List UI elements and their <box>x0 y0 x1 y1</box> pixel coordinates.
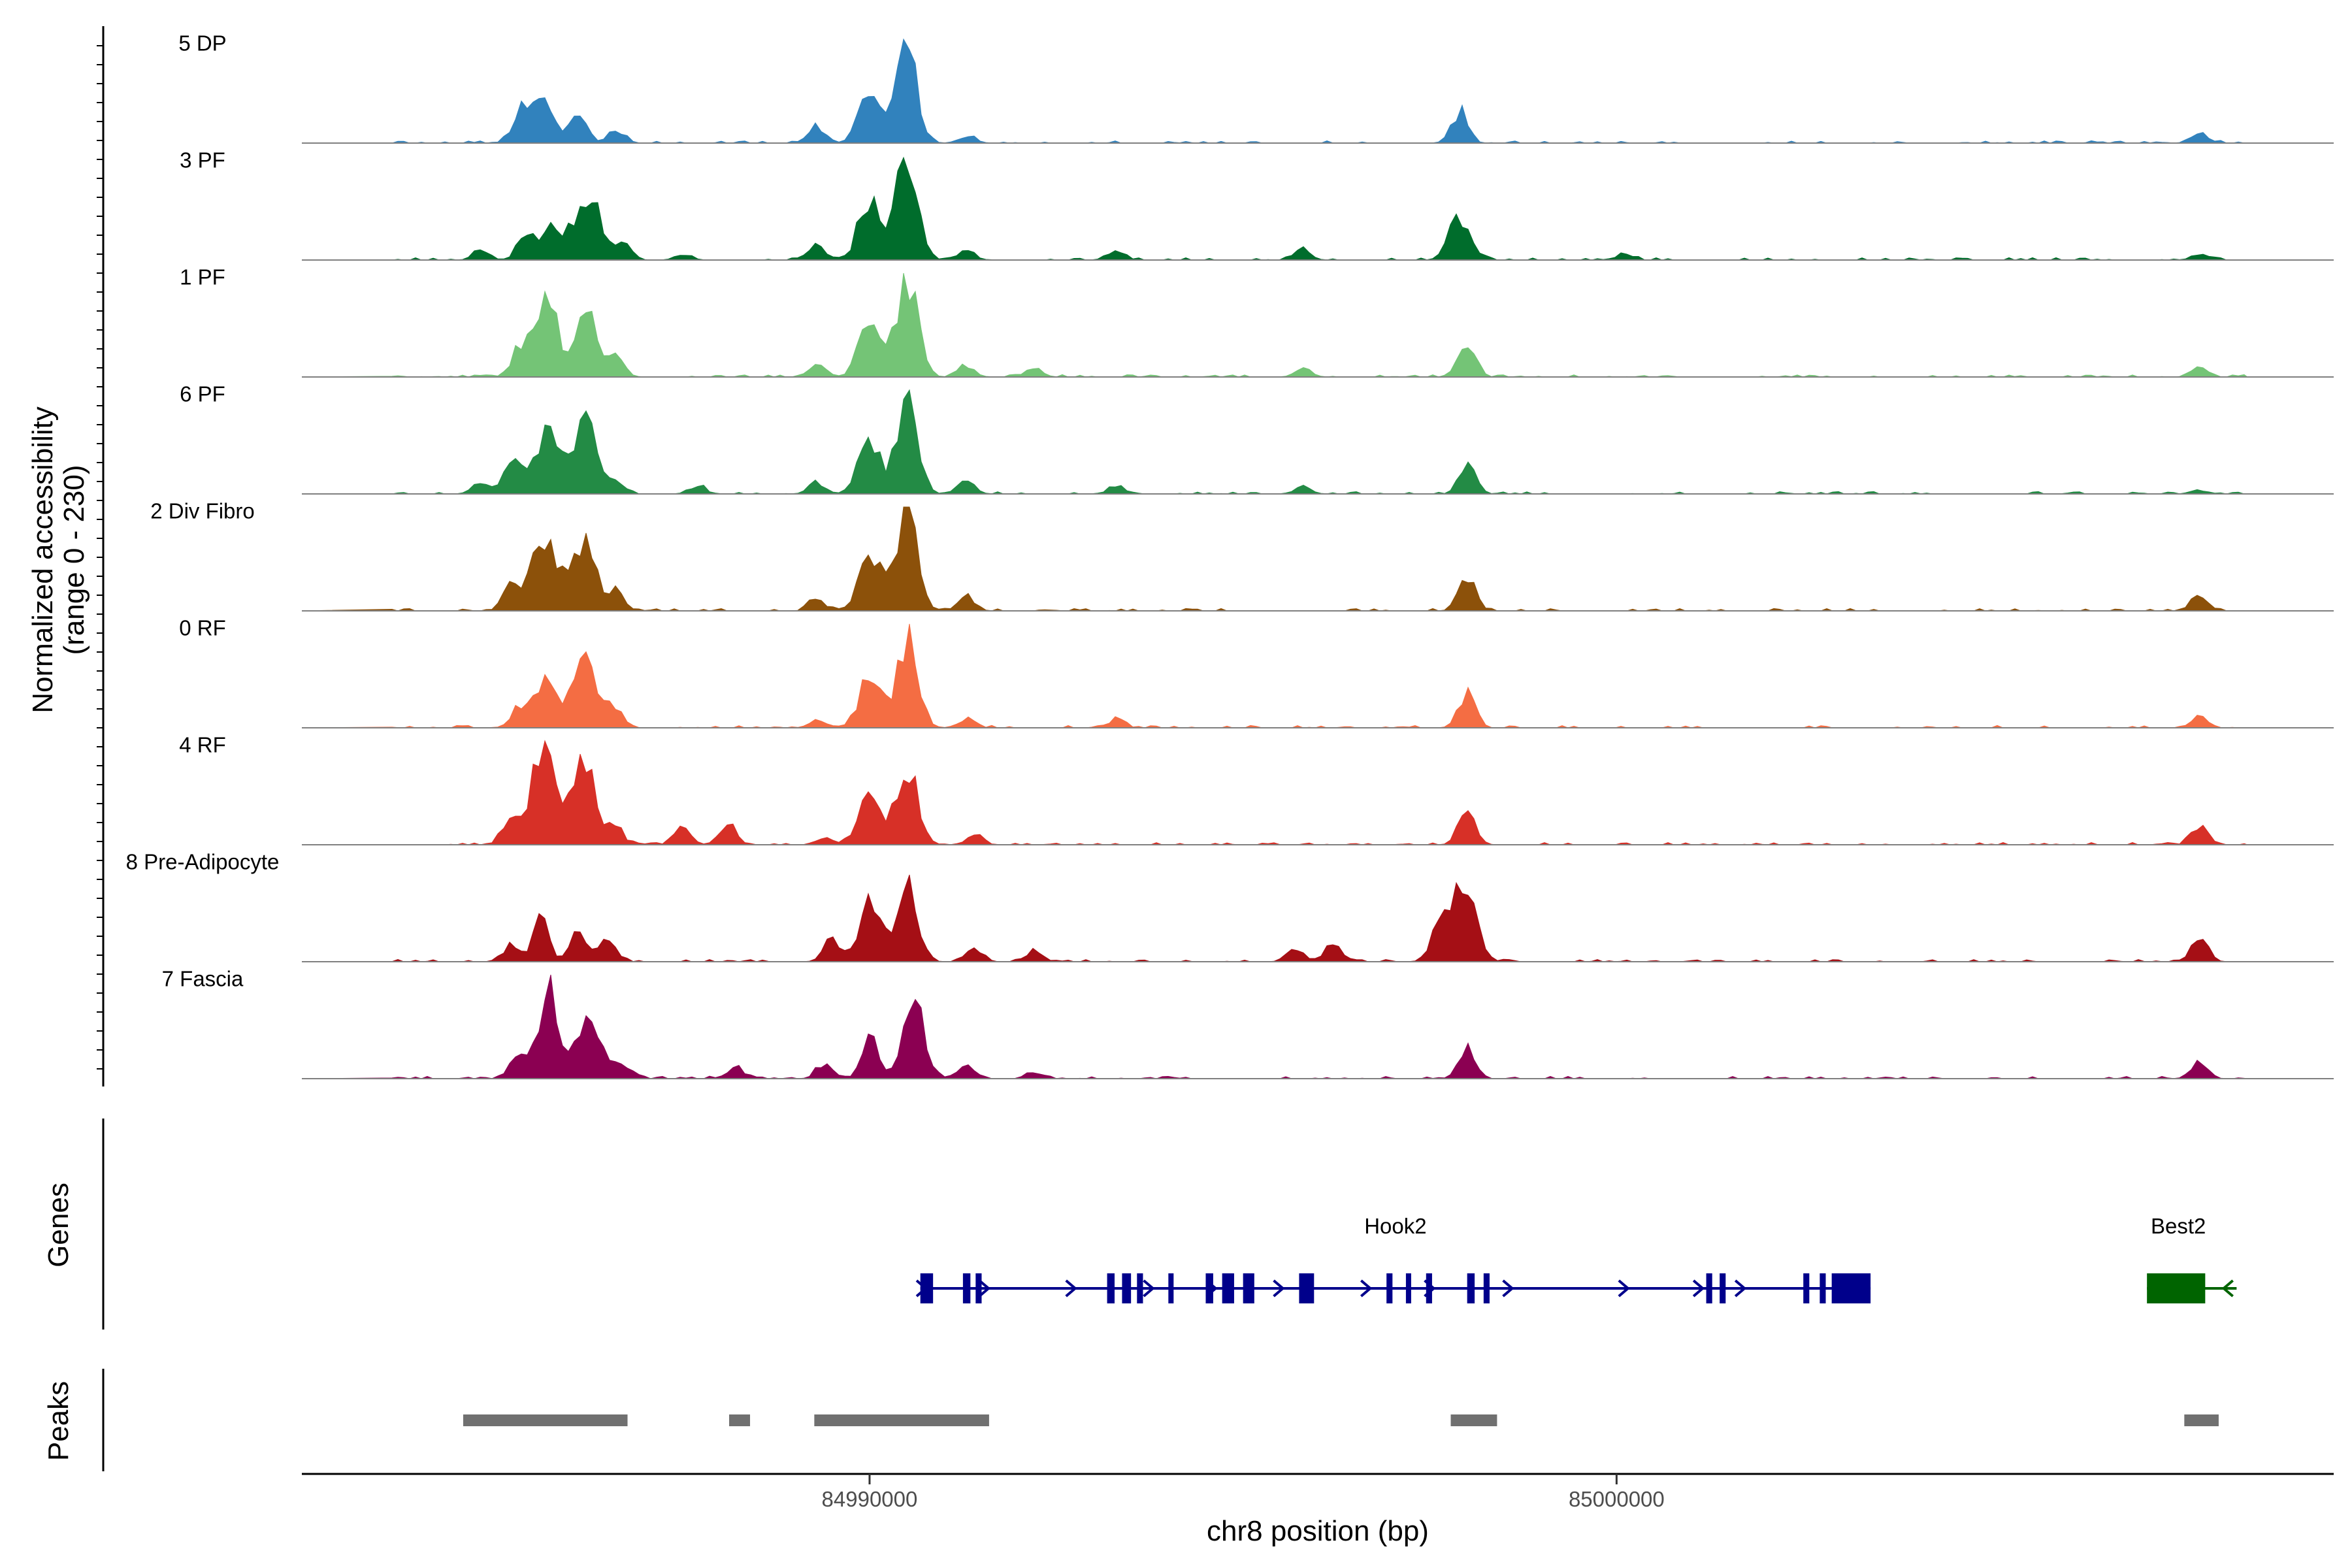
peaks-track <box>463 1414 2219 1426</box>
strand-arrow <box>1360 1279 1373 1298</box>
gene-exon <box>1137 1273 1143 1303</box>
gene-best2: Best2 <box>2147 1214 2237 1303</box>
coverage-ylabel-line2: (range 0 - 230) <box>58 465 90 655</box>
gene-exon <box>1720 1273 1726 1303</box>
track-label: 2 Div Fibro <box>150 499 255 523</box>
strand-arrow <box>1205 1279 1218 1298</box>
gene-exon <box>1205 1273 1213 1303</box>
gene-exon <box>2147 1273 2206 1303</box>
track-7-fascia: 7 Fascia <box>162 967 2334 1079</box>
coverage-y-axis <box>97 26 105 1086</box>
track-2-div-fibro: 2 Div Fibro <box>150 499 2334 612</box>
gene-exon <box>1107 1273 1115 1303</box>
genes-track: Hook2 Best2 <box>915 1214 2237 1303</box>
strand-arrow <box>1618 1279 1630 1298</box>
coverage-ylabel-line1: Normalized accessibility <box>27 406 59 713</box>
gene-exon <box>1483 1273 1490 1303</box>
gene-label: Best2 <box>2151 1214 2206 1238</box>
track-3-pf: 3 PF <box>180 148 2334 261</box>
peak-region <box>729 1414 751 1426</box>
strand-arrow <box>1734 1279 1747 1298</box>
gene-exon <box>1122 1273 1132 1303</box>
gene-exon <box>1405 1273 1411 1303</box>
gene-exon <box>975 1273 982 1303</box>
track-6-pf: 6 PF <box>180 382 2334 495</box>
strand-arrow <box>1502 1279 1514 1298</box>
gene-exon <box>962 1273 971 1303</box>
gene-exon <box>1803 1273 1810 1303</box>
track-label: 6 PF <box>180 382 225 406</box>
gene-exon <box>1706 1273 1712 1303</box>
track-label: 5 DP <box>178 31 226 56</box>
gene-exon <box>1299 1273 1315 1303</box>
peaks-panel-title: Peaks <box>42 1381 74 1461</box>
strand-arrow <box>1273 1279 1285 1298</box>
strand-arrow <box>2221 1279 2234 1298</box>
strand-arrow <box>915 1279 928 1298</box>
peak-region <box>1450 1414 1497 1426</box>
track-label: 1 PF <box>180 265 225 289</box>
strand-arrow <box>978 1279 991 1298</box>
strand-arrow <box>1692 1279 1705 1298</box>
gene-label: Hook2 <box>1364 1214 1426 1238</box>
coverage-tracks: 5 DP 3 PF 1 PF 6 PF 2 Div Fibro 0 RF 4 RF 8 Pre… <box>126 31 2334 1079</box>
gene-exon <box>1467 1273 1475 1303</box>
gene-exon <box>1386 1273 1393 1303</box>
strand-arrow <box>1424 1279 1436 1298</box>
track-1-pf: 1 PF <box>180 265 2334 378</box>
gene-exon <box>1222 1273 1234 1303</box>
track-label: 7 Fascia <box>162 967 244 991</box>
peak-region <box>2184 1414 2219 1426</box>
x-axis-title: chr8 position (bp) <box>1207 1515 1429 1547</box>
gene-exon <box>1831 1273 1871 1303</box>
peak-region <box>814 1414 989 1426</box>
genes-panel-title: Genes <box>42 1183 74 1267</box>
gene-exon <box>1243 1273 1254 1303</box>
peak-region <box>463 1414 628 1426</box>
gene-exon <box>1820 1273 1826 1303</box>
track-5-dp: 5 DP <box>178 31 2334 144</box>
track-label: 3 PF <box>180 148 225 172</box>
track-4-rf: 4 RF <box>179 733 2334 845</box>
track-label: 4 RF <box>179 733 226 757</box>
x-axis-ticks: 84990000 85000000 <box>822 1474 1665 1511</box>
gene-exon <box>1168 1273 1174 1303</box>
strand-arrow <box>1143 1279 1155 1298</box>
strand-arrow <box>1065 1279 1077 1298</box>
track-0-rf: 0 RF <box>179 616 2334 728</box>
x-tick-label: 84990000 <box>822 1487 918 1511</box>
track-label: 8 Pre-Adipocyte <box>126 850 280 874</box>
x-tick-label: 85000000 <box>1569 1487 1665 1511</box>
gene-exon <box>1426 1273 1432 1303</box>
track-label: 0 RF <box>179 616 226 640</box>
track-8-pre-adipocyte: 8 Pre-Adipocyte <box>126 850 2334 962</box>
gene-hook2: Hook2 <box>915 1214 1871 1303</box>
